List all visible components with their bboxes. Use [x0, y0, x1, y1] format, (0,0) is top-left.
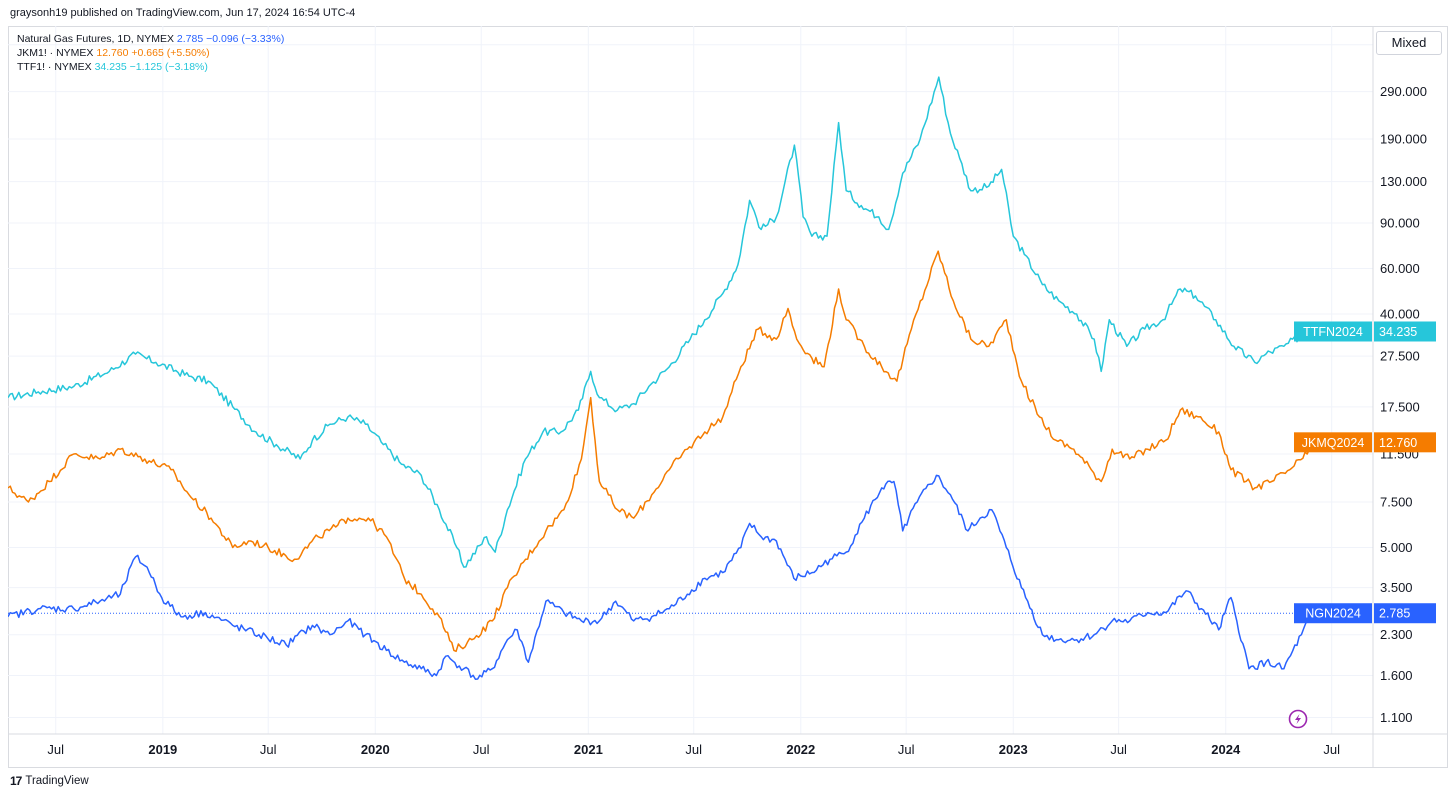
legend-jkm-last: 12.760 [96, 47, 129, 59]
axes: 440.000290.000190.000130.00090.00060.000… [8, 26, 1448, 768]
y-tick-label: 27.500 [1380, 349, 1420, 364]
legend-ng[interactable]: Natural Gas Futures, 1D, NYMEX 2.785 −0.… [17, 33, 284, 46]
x-tick-label: 2023 [999, 742, 1028, 757]
y-tick-label: 60.000 [1380, 261, 1420, 276]
y-tick-label: 17.500 [1380, 399, 1420, 414]
series-line-ttfn2024[interactable] [8, 76, 1325, 568]
grid [8, 26, 1373, 734]
x-tick-label: Jul [1110, 742, 1127, 757]
y-tick-label: 7.500 [1380, 494, 1413, 509]
series-badge-label: JKMQ2024 [1302, 436, 1365, 450]
series-badge-label: NGN2024 [1305, 607, 1361, 621]
series-lines [8, 76, 1373, 680]
legend-jkm-change: +0.665 (+5.50%) [131, 47, 210, 59]
tradingview-brand: 17 TradingView [10, 774, 89, 788]
legend-ng-change: −0.096 (−3.33%) [206, 33, 285, 45]
x-tick-label: 2024 [1211, 742, 1241, 757]
badge-ttfn2024: TTFN2024 34.235 [1294, 321, 1436, 342]
y-tick-label: 290.000 [1380, 84, 1427, 99]
x-tick-label: Jul [47, 742, 64, 757]
legend-ttf[interactable]: TTF1! · NYMEX 34.235 −1.125 (−3.18%) [17, 61, 208, 74]
y-tick-label: 5.000 [1380, 540, 1413, 555]
price-badge-label: 12.760 [1379, 436, 1417, 450]
lightning-alert-icon[interactable] [1288, 709, 1308, 729]
price-badges: TTFN2024 34.235 JKMQ2024 12.760 NGN2024 2.785 [1294, 321, 1436, 624]
series-badge-bg [1294, 432, 1372, 453]
y-tick-label: 40.000 [1380, 307, 1420, 322]
x-tick-label: Jul [685, 742, 702, 757]
price-chart[interactable]: 440.000290.000190.000130.00090.00060.000… [8, 26, 1448, 768]
x-tick-label: Jul [898, 742, 915, 757]
price-badge-bg [1374, 603, 1436, 624]
tradingview-logo-icon: 17 [10, 774, 22, 788]
legend-ttf-name: TTF1! · NYMEX [17, 61, 92, 73]
legend-jkm[interactable]: JKM1! · NYMEX 12.760 +0.665 (+5.50%) [17, 47, 210, 60]
legend-ng-name: Natural Gas Futures, 1D, NYMEX [17, 33, 174, 45]
x-tick-label: Jul [260, 742, 277, 757]
legend-ttf-change: −1.125 (−3.18%) [129, 61, 208, 73]
series-badge-label: TTFN2024 [1303, 325, 1363, 339]
y-tick-label: 2.300 [1380, 627, 1413, 642]
y-tick-label: 130.000 [1380, 174, 1427, 189]
scale-mode-button[interactable]: Mixed [1376, 31, 1442, 55]
publisher-credit: graysonh19 published on TradingView.com,… [10, 7, 356, 19]
y-tick-label: 190.000 [1380, 132, 1427, 147]
legend-ng-last: 2.785 [176, 33, 204, 45]
series-badge-bg [1294, 321, 1372, 342]
price-badge-label: 34.235 [1379, 325, 1417, 339]
series-line-jkmq2024[interactable] [8, 250, 1324, 653]
legend-ttf-last: 34.235 [94, 61, 127, 73]
price-badge-label: 2.785 [1379, 607, 1410, 621]
x-tick-label: 2021 [574, 742, 603, 757]
price-badge-bg [1374, 321, 1436, 342]
series-badge-bg [1294, 603, 1372, 624]
legend-jkm-name: JKM1! · NYMEX [17, 47, 94, 59]
y-tick-label: 3.500 [1380, 580, 1413, 595]
x-tick-label: 2020 [361, 742, 390, 757]
x-tick-label: 2022 [786, 742, 815, 757]
badge-jkmq2024: JKMQ2024 12.760 [1294, 432, 1436, 453]
series-line-ngn2024[interactable] [8, 474, 1325, 680]
x-tick-label: 2019 [148, 742, 177, 757]
price-badge-bg [1374, 432, 1436, 453]
y-tick-label: 90.000 [1380, 215, 1420, 230]
x-tick-label: Jul [1323, 742, 1340, 757]
x-tick-label: Jul [473, 742, 490, 757]
badge-ngn2024: NGN2024 2.785 [1294, 603, 1436, 624]
brand-label: TradingView [25, 775, 89, 787]
y-tick-label: 1.600 [1380, 668, 1413, 683]
y-tick-label: 1.100 [1380, 710, 1413, 725]
